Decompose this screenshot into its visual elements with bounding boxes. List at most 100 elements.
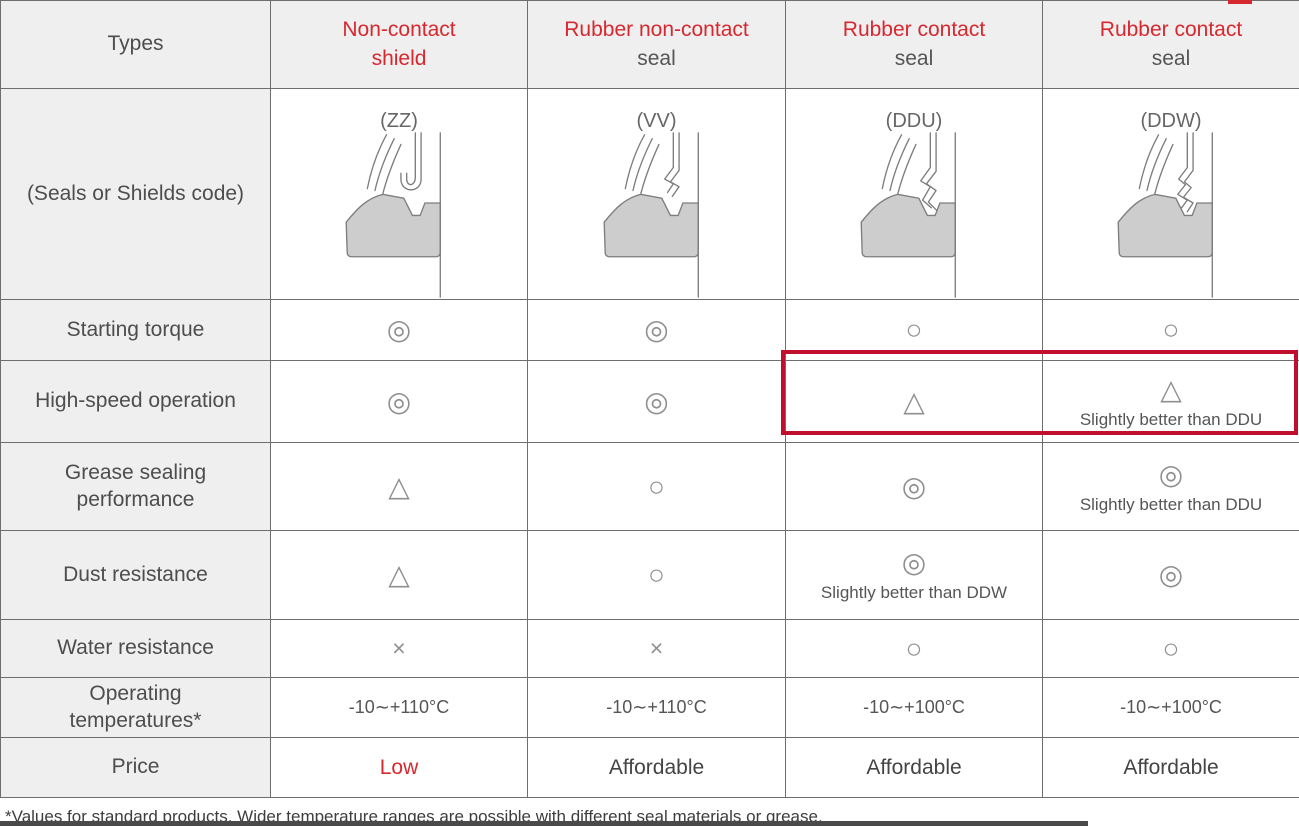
column-title-line2: shield xyxy=(271,45,527,73)
row-operating-temperatures: Operating temperatures* -10∼+110°C -10∼+… xyxy=(1,678,1299,738)
column-title-line2: seal xyxy=(1043,45,1299,73)
rating-symbol: ◎ xyxy=(902,549,926,577)
column-header-zz: Non-contact shield xyxy=(271,1,528,89)
temperature-range: -10∼+110°C xyxy=(349,697,450,717)
cell-price-ddw: Affordable xyxy=(1043,738,1299,798)
rating-symbol: △ xyxy=(271,473,527,501)
row-dust-resistance: Dust resistance △ ○ ◎ Slightly better th… xyxy=(1,531,1299,620)
row-price: Price Low Affordable Affordable Affordab… xyxy=(1,738,1299,798)
top-edge-red-mark xyxy=(1228,0,1252,4)
row-label-price: Price xyxy=(1,738,271,798)
row-grease-sealing-performance: Grease sealing performance △ ○ ◎ ◎ Sligh… xyxy=(1,443,1299,531)
price-value: Affordable xyxy=(609,756,704,779)
row-label-starting-torque: Starting torque xyxy=(1,300,271,361)
cell-code-ddw: (DDW) xyxy=(1043,89,1299,300)
cell-code-ddu: (DDU) xyxy=(786,89,1043,300)
rating-symbol: ○ xyxy=(786,316,1042,344)
rating-symbol: ◎ xyxy=(528,388,785,416)
row-high-speed-operation: High-speed operation ◎ ◎ △ △ Slightly be… xyxy=(1,361,1299,443)
cell-dust-zz: △ xyxy=(271,531,528,620)
rating-symbol: △ xyxy=(786,388,1042,416)
cell-water-ddw: ○ xyxy=(1043,620,1299,678)
column-title-line2: seal xyxy=(786,45,1042,73)
cell-grease-ddu: ◎ xyxy=(786,443,1043,531)
cell-high-speed-vv: ◎ xyxy=(528,361,786,443)
cell-code-zz: (ZZ) xyxy=(271,89,528,300)
temperature-range: -10∼+100°C xyxy=(863,697,965,717)
bearing-seal-diagram-ddw-icon xyxy=(1076,131,1266,299)
price-value: Affordable xyxy=(1123,756,1218,779)
rating-symbol: ◎ xyxy=(271,388,527,416)
column-title-line1: Rubber contact xyxy=(1043,16,1299,44)
cell-code-vv: (VV) xyxy=(528,89,786,300)
code-row: (Seals or Shields code) (ZZ) xyxy=(1,89,1299,300)
rating-symbol: ◎ xyxy=(1159,461,1183,489)
cell-water-vv: × xyxy=(528,620,786,678)
row-label-operating-temperatures: Operating temperatures* xyxy=(1,678,271,738)
bottom-divider-bar xyxy=(0,821,1088,826)
cell-water-zz: × xyxy=(271,620,528,678)
rating-symbol: × xyxy=(271,637,527,660)
rating-note: Slightly better than DDU xyxy=(1080,411,1262,428)
code-row-label: (Seals or Shields code) xyxy=(1,89,271,300)
temperature-range: -10∼+100°C xyxy=(1120,697,1222,717)
cell-grease-zz: △ xyxy=(271,443,528,531)
rating-symbol: △ xyxy=(271,561,527,589)
cell-price-ddu: Affordable xyxy=(786,738,1043,798)
rating-symbol: △ xyxy=(1160,376,1182,404)
code-label-zz: (ZZ) xyxy=(380,111,418,131)
rating-note: Slightly better than DDU xyxy=(1080,496,1262,513)
row-starting-torque: Starting torque ◎ ◎ ○ ○ xyxy=(1,300,1299,361)
price-value: Affordable xyxy=(866,756,961,779)
temperature-range: -10∼+110°C xyxy=(606,697,707,717)
row-label-high-speed-operation: High-speed operation xyxy=(1,361,271,443)
column-title-line1: Non-contact xyxy=(271,16,527,44)
code-label-vv: (VV) xyxy=(637,111,677,131)
cell-starting-torque-ddw: ○ xyxy=(1043,300,1299,361)
bearing-seal-diagram-vv-icon xyxy=(562,131,752,299)
row-water-resistance: Water resistance × × ○ ○ xyxy=(1,620,1299,678)
rating-symbol: ○ xyxy=(528,473,785,501)
cell-high-speed-ddu: △ xyxy=(786,361,1043,443)
cell-dust-vv: ○ xyxy=(528,531,786,620)
row-label-grease-sealing: Grease sealing performance xyxy=(1,443,271,531)
bearing-shield-diagram-zz-icon xyxy=(304,131,494,299)
bearing-seal-diagram-ddu-icon xyxy=(819,131,1009,299)
cell-dust-ddu: ◎ Slightly better than DDW xyxy=(786,531,1043,620)
rating-symbol: ◎ xyxy=(271,316,527,344)
cell-high-speed-ddw: △ Slightly better than DDU xyxy=(1043,361,1299,443)
cell-dust-ddw: ◎ xyxy=(1043,531,1299,620)
cell-high-speed-zz: ◎ xyxy=(271,361,528,443)
cell-starting-torque-vv: ◎ xyxy=(528,300,786,361)
rating-note: Slightly better than DDW xyxy=(821,584,1007,601)
code-label-ddw: (DDW) xyxy=(1140,111,1201,131)
cell-starting-torque-ddu: ○ xyxy=(786,300,1043,361)
row-label-dust-resistance: Dust resistance xyxy=(1,531,271,620)
cell-temp-vv: -10∼+110°C xyxy=(528,678,786,738)
column-title-line2: seal xyxy=(528,45,785,73)
column-header-ddu: Rubber contact seal xyxy=(786,1,1043,89)
cell-price-vv: Affordable xyxy=(528,738,786,798)
price-value: Low xyxy=(380,756,419,779)
types-header: Types xyxy=(1,1,271,89)
cell-temp-ddu: -10∼+100°C xyxy=(786,678,1043,738)
rating-symbol: ◎ xyxy=(786,473,1042,501)
cell-price-zz: Low xyxy=(271,738,528,798)
rating-symbol: ○ xyxy=(528,561,785,589)
rating-symbol: ○ xyxy=(786,635,1042,663)
rating-symbol: ◎ xyxy=(1043,561,1299,589)
column-header-ddw: Rubber contact seal xyxy=(1043,1,1299,89)
column-title-line1: Rubber non-contact xyxy=(528,16,785,44)
cell-grease-vv: ○ xyxy=(528,443,786,531)
rating-symbol: ○ xyxy=(1043,316,1299,344)
rating-symbol: ○ xyxy=(1043,635,1299,663)
cell-temp-zz: -10∼+110°C xyxy=(271,678,528,738)
cell-grease-ddw: ◎ Slightly better than DDU xyxy=(1043,443,1299,531)
column-title-line1: Rubber contact xyxy=(786,16,1042,44)
rating-symbol: ◎ xyxy=(528,316,785,344)
row-label-water-resistance: Water resistance xyxy=(1,620,271,678)
rating-symbol: × xyxy=(528,637,785,660)
seal-comparison-table: Types Non-contact shield Rubber non-cont… xyxy=(0,0,1299,798)
code-label-ddu: (DDU) xyxy=(886,111,943,131)
